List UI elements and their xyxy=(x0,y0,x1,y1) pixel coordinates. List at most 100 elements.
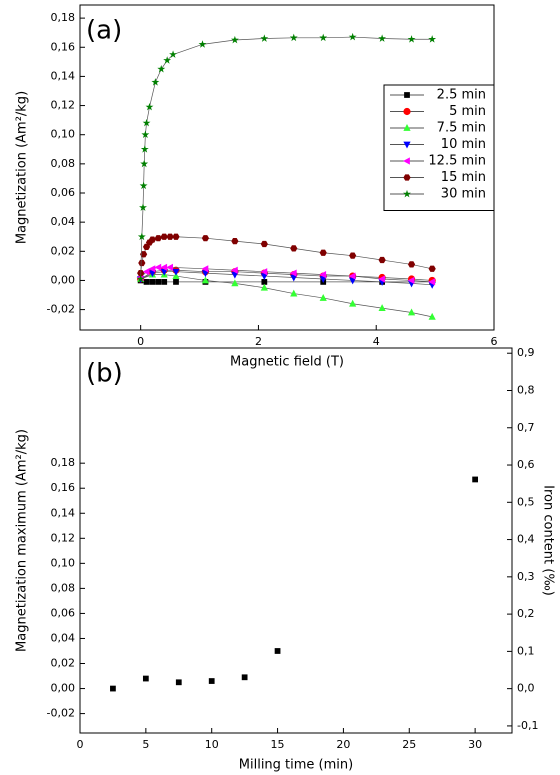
data-point xyxy=(260,268,268,276)
y2-tick-label: 0,0 xyxy=(517,682,535,695)
data-point xyxy=(140,145,149,153)
x-tick-label: 4 xyxy=(373,335,380,348)
data-point xyxy=(319,249,327,256)
data-point xyxy=(201,276,210,284)
x-tick-label: 0 xyxy=(137,335,144,348)
data-point xyxy=(172,268,180,276)
data-point xyxy=(319,293,327,301)
data-point xyxy=(260,240,268,248)
y-tick-label: 0,12 xyxy=(51,99,76,112)
x-tick-label: 2 xyxy=(255,335,262,348)
data-point xyxy=(241,674,248,681)
plot-frame xyxy=(79,347,513,734)
y2-tick-label: 0,5 xyxy=(517,495,535,508)
data-point xyxy=(148,236,157,243)
x-axis-label: Milling time (min) xyxy=(239,758,353,773)
y-tick-label: -0,02 xyxy=(47,707,75,720)
y-tick-label: -0,02 xyxy=(47,303,75,316)
data-point xyxy=(166,263,173,271)
data-point xyxy=(348,32,357,41)
series-line xyxy=(140,280,433,283)
data-point xyxy=(173,279,179,285)
y2-axis-label: Iron content (‰) xyxy=(541,485,556,596)
y2-tick-label: 0,8 xyxy=(517,383,535,396)
data-point xyxy=(230,35,239,44)
data-point xyxy=(169,50,177,58)
data-point xyxy=(407,308,416,316)
data-point xyxy=(290,245,298,252)
data-point xyxy=(289,33,298,42)
data-point xyxy=(319,33,328,42)
x-tick-label: 0 xyxy=(77,738,84,751)
panel-label: (a) xyxy=(86,16,122,46)
legend-marker xyxy=(403,124,411,131)
data-point xyxy=(274,648,281,654)
legend-marker xyxy=(403,189,411,198)
data-point xyxy=(407,276,415,285)
data-point xyxy=(290,274,298,282)
data-point xyxy=(407,35,416,43)
data-point xyxy=(140,159,149,168)
y2-tick-label: 0,2 xyxy=(517,607,535,620)
data-point xyxy=(428,35,437,43)
y-tick-label: 0,06 xyxy=(51,606,76,619)
y-tick-label: 0,00 xyxy=(51,273,76,286)
data-point xyxy=(319,271,327,279)
legend-label: 30 min xyxy=(441,187,486,202)
legend-marker xyxy=(403,174,411,181)
data-point xyxy=(349,299,357,307)
data-point xyxy=(136,274,145,283)
y-tick-label: 0,16 xyxy=(51,481,76,494)
data-point xyxy=(157,64,166,73)
data-point xyxy=(139,181,148,190)
y2-tick-label: 0,3 xyxy=(517,570,535,583)
legend-label: 5 min xyxy=(449,104,486,119)
data-point xyxy=(378,256,386,264)
data-point xyxy=(148,270,157,278)
data-point xyxy=(260,273,268,281)
legend-label: 12.5 min xyxy=(428,154,486,169)
data-point xyxy=(428,278,436,286)
data-point xyxy=(428,312,436,320)
data-point xyxy=(139,203,147,211)
y-tick-label: 0,04 xyxy=(51,631,76,644)
series-line xyxy=(140,266,433,283)
data-point xyxy=(261,279,268,285)
data-point xyxy=(149,279,156,285)
legend-marker xyxy=(404,92,410,98)
data-point xyxy=(260,34,269,42)
y-tick-label: 0,04 xyxy=(51,215,76,228)
legend-marker xyxy=(403,141,411,149)
data-point xyxy=(201,265,209,273)
data-point xyxy=(348,272,356,280)
y-tick-label: 0,10 xyxy=(51,128,76,141)
y2-tick-label: -0,1 xyxy=(517,719,538,732)
series-line xyxy=(140,271,433,286)
y2-tick-label: 0,9 xyxy=(517,346,535,359)
x-tick-label: 25 xyxy=(402,738,416,751)
data-point xyxy=(141,130,150,139)
y-tick-label: 0,02 xyxy=(51,657,76,670)
legend-label: 15 min xyxy=(441,170,486,185)
x-tick-label: 10 xyxy=(205,738,219,751)
data-point xyxy=(142,118,151,127)
data-point xyxy=(110,685,116,692)
panel-label: (b) xyxy=(86,359,123,389)
legend-box xyxy=(383,84,495,211)
data-point xyxy=(172,233,180,240)
y-tick-label: 0,18 xyxy=(51,11,76,24)
x-tick-label: 30 xyxy=(468,738,482,751)
data-point xyxy=(155,279,162,285)
data-point xyxy=(319,276,327,283)
data-point xyxy=(142,268,150,276)
data-point xyxy=(231,279,239,287)
y-tick-label: 0,08 xyxy=(51,581,76,594)
data-point xyxy=(138,259,146,267)
y-tick-label: 0,16 xyxy=(51,40,76,53)
data-point xyxy=(378,34,387,42)
data-point xyxy=(140,251,148,258)
data-point xyxy=(349,277,357,285)
series-line xyxy=(140,274,433,318)
data-point xyxy=(472,476,479,483)
x-tick-label: 15 xyxy=(271,738,285,751)
